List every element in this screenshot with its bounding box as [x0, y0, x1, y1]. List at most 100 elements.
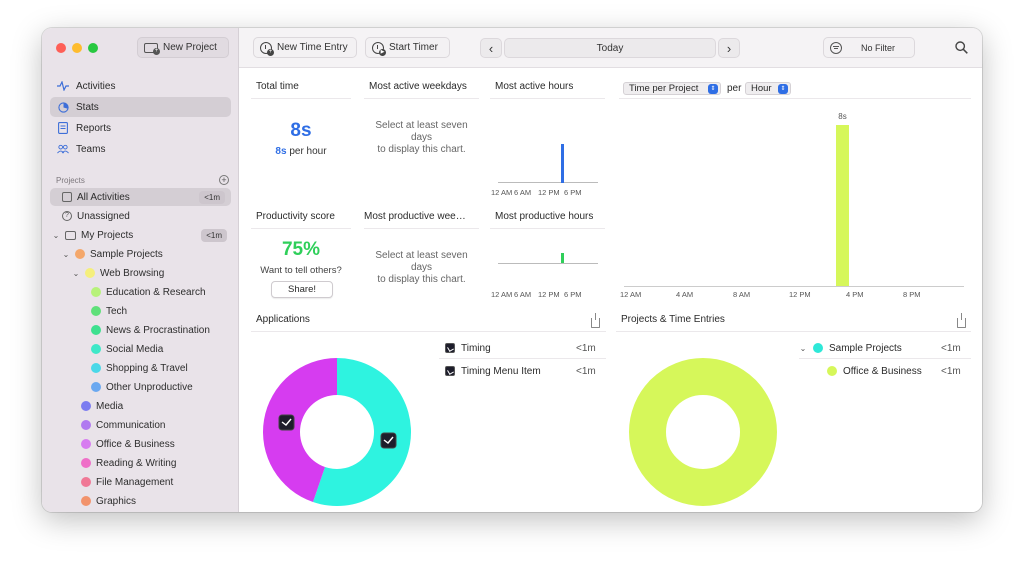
tree-item-label: Social Media [106, 343, 164, 355]
tree-item-shopping-travel[interactable]: Shopping & Travel [91, 359, 188, 377]
tree-item-label: Web Browsing [100, 267, 165, 279]
unit-select[interactable]: Hour ⇕ [745, 82, 791, 95]
tree-item-office-business[interactable]: Office & Business [81, 435, 175, 453]
toolbar: + New Time Entry ▶ Start Timer ‹ Today ›… [239, 28, 982, 68]
productive-hours-baseline [498, 263, 598, 264]
tree-item-tech[interactable]: Tech [91, 302, 127, 320]
project-duration: <1m [941, 343, 961, 354]
export-icon[interactable] [591, 313, 600, 328]
share-button[interactable]: Share! [271, 281, 333, 298]
tree-item-file-management[interactable]: File Management [81, 473, 173, 491]
project-color-dot [91, 287, 101, 297]
add-project-icon[interactable]: + [219, 175, 229, 185]
metric-select[interactable]: Time per Project ⇕ [623, 82, 721, 95]
chevron-down-icon[interactable]: ⌄ [72, 268, 80, 278]
tree-item-reading-writing[interactable]: Reading & Writing [81, 454, 176, 472]
minimize-window-button[interactable] [72, 43, 82, 53]
divider [439, 358, 606, 359]
filter-button[interactable]: No Filter [823, 37, 915, 58]
per-label: per [727, 83, 742, 94]
chevron-updown-icon: ⇕ [708, 83, 718, 94]
divider [251, 331, 606, 332]
active-hours-baseline [498, 182, 598, 183]
export-icon[interactable] [957, 313, 966, 328]
timing-app-icon [445, 366, 455, 376]
divider [799, 358, 971, 359]
per-hour-suffix: per hour [289, 146, 327, 157]
metric-select-label: Time per Project [629, 83, 699, 94]
project-color-dot [91, 382, 101, 392]
sidebar-item-label: Stats [76, 101, 99, 113]
message-line: to display this chart. [377, 144, 466, 155]
sidebar-item-label: Reports [76, 122, 112, 134]
axis-label: 6 AM [514, 188, 532, 197]
teams-icon [57, 143, 69, 155]
filter-icon [830, 41, 842, 54]
tree-item-label: File Management [96, 476, 174, 488]
tree-item-sample-projects[interactable]: ⌄ Sample Projects [62, 245, 163, 263]
tree-item-label: Communication [96, 419, 166, 431]
axis-label: 8 PM [903, 290, 921, 299]
tree-item-all-activities[interactable]: All Activities <1m [50, 188, 231, 206]
message-line: days [410, 132, 433, 143]
project-color-dot [827, 366, 837, 376]
chevron-down-icon[interactable]: ⌄ [799, 343, 807, 353]
start-timer-button[interactable]: ▶ Start Timer [365, 37, 450, 58]
axis-label: 12 AM [491, 290, 513, 299]
chevron-right-icon: › [726, 40, 732, 56]
new-project-button[interactable]: + New Project [137, 37, 229, 58]
tree-item-social-media[interactable]: Social Media [91, 340, 163, 358]
divider [364, 228, 479, 229]
duration-badge: <1m [199, 190, 225, 204]
project-color-dot [81, 401, 91, 411]
sidebar: + New Project Activities Stats Reports [42, 28, 239, 512]
tree-item-label: Sample Projects [90, 248, 163, 260]
tree-item-unassigned[interactable]: ? Unassigned [62, 207, 130, 225]
axis-label: 4 PM [846, 290, 864, 299]
time-chart-baseline [624, 286, 964, 287]
zoom-window-button[interactable] [88, 43, 98, 53]
tree-item-communication[interactable]: Communication [81, 416, 165, 434]
project-color-dot [75, 249, 85, 259]
tree-item-education-research[interactable]: Education & Research [91, 283, 206, 301]
tree-item-web-browsing[interactable]: ⌄ Web Browsing [72, 264, 165, 282]
tree-item-media[interactable]: Media [81, 397, 123, 415]
donut-slice-timing[interactable] [313, 358, 411, 506]
search-icon[interactable] [955, 41, 968, 54]
time-chart-bar [836, 125, 849, 286]
new-time-entry-button[interactable]: + New Time Entry [253, 37, 357, 58]
stats-icon [57, 101, 69, 113]
sidebar-item-stats[interactable]: Stats [50, 97, 231, 117]
next-date-button[interactable]: › [718, 38, 740, 58]
chevron-down-icon[interactable]: ⌄ [62, 249, 70, 259]
sidebar-item-teams[interactable]: Teams [50, 139, 231, 159]
axis-label: 12 PM [789, 290, 811, 299]
app-row-timing-menu-item[interactable]: Timing Menu Item [445, 363, 541, 379]
donut-slice-office-business[interactable] [629, 358, 777, 506]
message-line: Select at least seven [375, 120, 468, 131]
sidebar-item-activities[interactable]: Activities [50, 76, 231, 96]
tree-item-graphics[interactable]: Graphics [81, 492, 136, 510]
chevron-down-icon[interactable]: ⌄ [52, 230, 60, 240]
project-row-sample-projects[interactable]: ⌄ Sample Projects [799, 340, 902, 356]
folder-icon [65, 230, 76, 240]
sidebar-item-reports[interactable]: Reports [50, 118, 231, 138]
close-window-button[interactable] [56, 43, 66, 53]
date-range-selector[interactable]: Today [504, 38, 716, 58]
tree-item-label: Office & Business [96, 438, 175, 450]
tree-item-my-projects[interactable]: ⌄ My Projects <1m [52, 226, 231, 244]
previous-date-button[interactable]: ‹ [480, 38, 502, 58]
share-prompt: Want to tell others? [260, 265, 342, 276]
axis-label: 8 AM [733, 290, 751, 299]
tree-item-news-procrastination[interactable]: News & Procrastination [91, 321, 210, 339]
message-line: to display this chart. [377, 274, 466, 285]
folder-plus-icon: + [144, 42, 160, 55]
divider [364, 98, 479, 99]
app-row-timing[interactable]: Timing [445, 340, 491, 356]
app-label: Timing [461, 342, 491, 354]
project-row-office-business[interactable]: Office & Business [827, 363, 922, 379]
donut-slice-timing-menu-item[interactable] [263, 358, 337, 502]
project-color-dot [81, 496, 91, 506]
projects-section-header: Projects [56, 176, 85, 185]
tree-item-other-unproductive[interactable]: Other Unproductive [91, 378, 193, 396]
